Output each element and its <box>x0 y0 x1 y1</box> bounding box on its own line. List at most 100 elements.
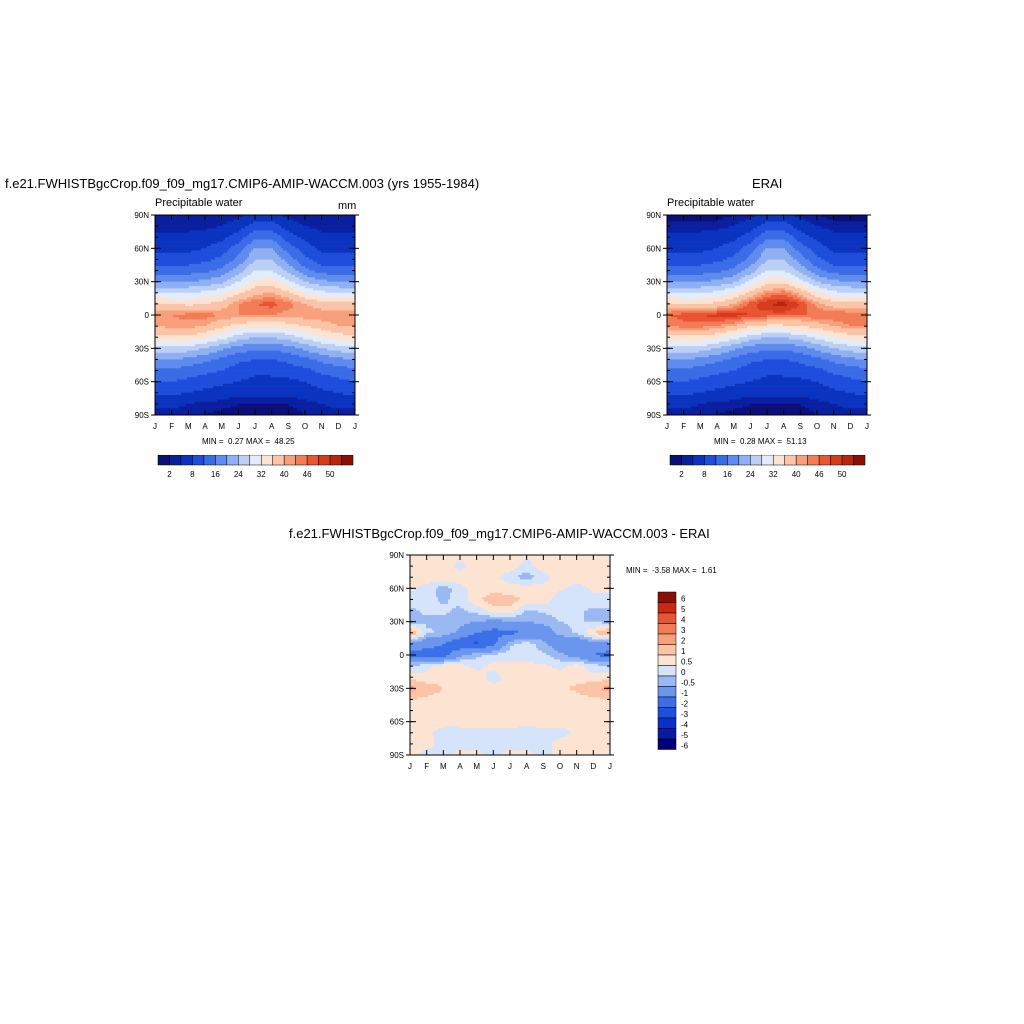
model-cell <box>271 255 274 258</box>
model-cell <box>315 306 318 309</box>
model-cell <box>315 252 318 256</box>
model-cell <box>263 268 266 271</box>
model-cell <box>233 286 236 289</box>
model-cell <box>181 248 184 251</box>
model-cell <box>253 261 256 265</box>
model-cell <box>289 288 292 291</box>
model-cell <box>327 259 330 262</box>
model-cell <box>157 283 160 287</box>
model-cell <box>165 237 168 240</box>
model-cell <box>269 272 272 276</box>
model-cell <box>281 219 284 222</box>
model-cell <box>229 303 232 307</box>
model-cell <box>253 279 256 282</box>
model-cell <box>341 259 344 262</box>
model-cell <box>233 243 236 247</box>
model-cell <box>185 257 188 260</box>
model-cell <box>289 243 292 247</box>
model-cell <box>287 295 290 298</box>
model-cell <box>195 217 198 220</box>
model-cell <box>213 310 216 314</box>
model-cell <box>309 279 312 282</box>
model-cell <box>193 317 196 320</box>
model-cell <box>305 297 308 300</box>
model-cell <box>245 257 248 260</box>
model-cell <box>199 319 202 322</box>
model-cell <box>351 272 354 276</box>
model-cell <box>197 306 200 309</box>
model-cell <box>303 226 306 229</box>
model-cell <box>243 315 246 318</box>
model-cell <box>331 288 334 291</box>
model-cell <box>265 223 268 227</box>
model-cell <box>319 270 322 274</box>
model-cell <box>305 295 308 298</box>
model-cell <box>241 243 244 247</box>
model-cell <box>321 250 324 254</box>
model-cell <box>233 319 236 322</box>
model-cell <box>227 243 230 247</box>
model-cell <box>313 306 316 309</box>
model-cell <box>199 297 202 300</box>
model-cell <box>341 246 344 249</box>
model-cell <box>297 257 300 260</box>
model-cell <box>301 275 304 278</box>
model-cell <box>289 232 292 236</box>
model-cell <box>189 312 192 316</box>
model-cell <box>275 263 278 267</box>
model-cell <box>247 221 250 225</box>
model-cell <box>287 279 290 282</box>
model-cell <box>323 290 326 294</box>
model-cell <box>263 266 266 269</box>
model-cell <box>269 257 272 260</box>
model-cell <box>267 286 270 289</box>
model-cell <box>275 239 278 242</box>
model-cell <box>185 226 188 229</box>
model-cell <box>265 237 268 240</box>
model-cell <box>297 250 300 254</box>
model-cell <box>305 292 308 296</box>
model-cell <box>167 301 170 305</box>
model-cell <box>175 219 178 222</box>
model-cell <box>179 303 182 307</box>
model-cell <box>319 306 322 309</box>
model-cell <box>307 235 310 238</box>
model-cell <box>181 252 184 256</box>
model-cell <box>225 263 228 267</box>
model-cell <box>285 263 288 267</box>
model-cell <box>203 268 206 271</box>
model-cell <box>241 235 244 238</box>
model-cell <box>187 243 190 247</box>
model-cell <box>193 232 196 236</box>
model-cell <box>163 217 166 220</box>
model-cell <box>185 252 188 256</box>
model-cell <box>161 237 164 240</box>
model-cell <box>329 263 332 267</box>
model-cell <box>189 241 192 245</box>
model-cell <box>275 306 278 309</box>
model-cell <box>313 257 316 260</box>
model-cell <box>209 257 212 260</box>
model-cell <box>209 266 212 269</box>
model-cell <box>269 250 272 254</box>
model-cell <box>265 246 268 249</box>
model-cell <box>223 266 226 269</box>
model-cell <box>225 228 228 231</box>
model-cell <box>177 317 180 320</box>
model-cell <box>231 317 234 320</box>
model-cell <box>337 299 340 302</box>
model-cell <box>309 290 312 294</box>
model-cell <box>237 239 240 242</box>
model-cell <box>335 259 338 262</box>
model-cell <box>293 323 296 327</box>
model-cell <box>349 235 352 238</box>
model-cell <box>161 243 164 247</box>
model-cell <box>229 299 232 302</box>
model-cell <box>209 283 212 287</box>
model-cell <box>307 299 310 302</box>
model-cell <box>223 275 226 278</box>
model-cell <box>173 299 176 302</box>
model-cell <box>181 221 184 225</box>
model-cell <box>281 310 284 314</box>
model-cell <box>269 292 272 296</box>
